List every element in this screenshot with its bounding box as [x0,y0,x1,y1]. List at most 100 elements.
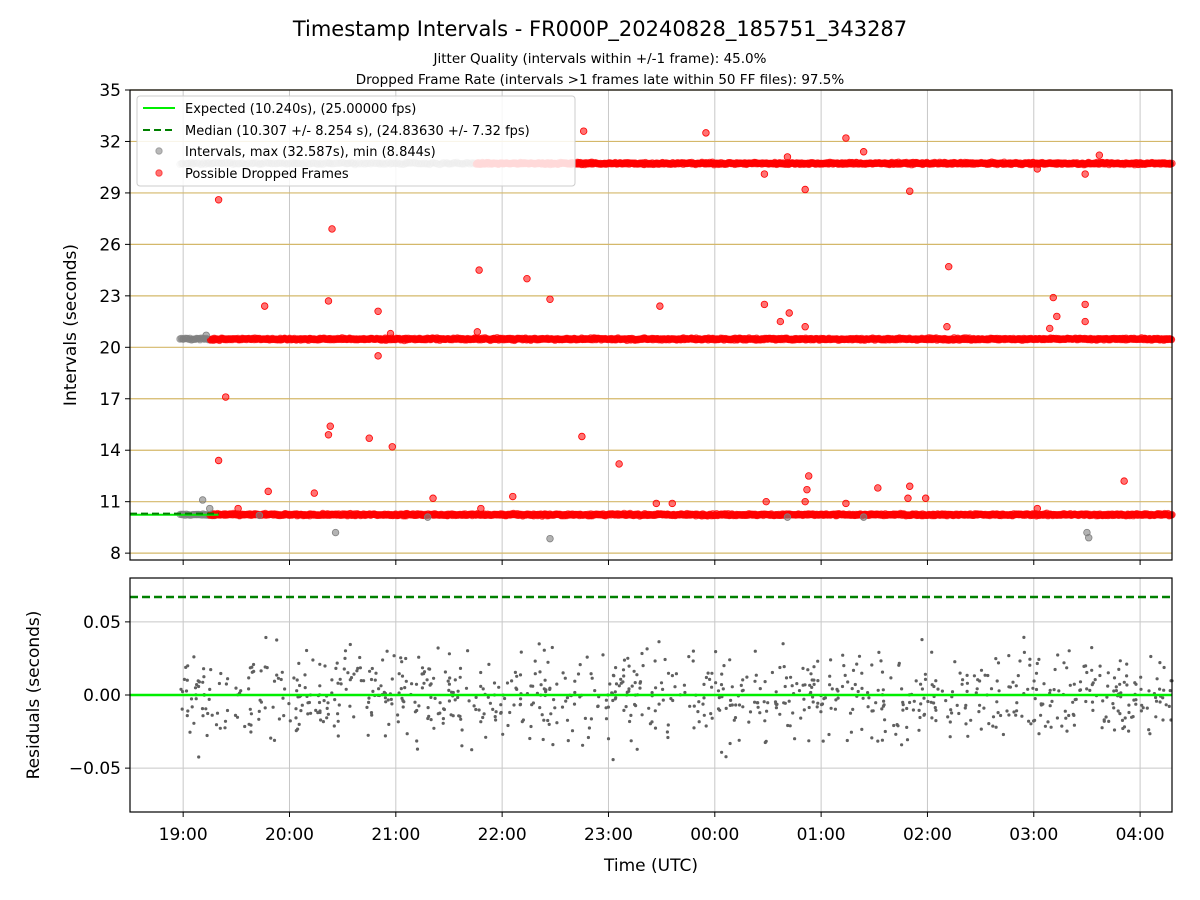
residual-point [843,673,847,678]
residual-point [728,741,732,746]
residual-point [1007,713,1011,717]
residual-point [292,676,296,680]
residual-point [964,703,968,708]
residual-point [770,670,775,675]
dropped-frame-point [783,153,792,161]
residual-point [470,748,474,752]
residual-point [1148,732,1152,736]
residual-point [653,709,657,713]
residual-point [816,659,820,663]
residual-point [303,673,307,677]
dropped-frame-point [214,456,223,465]
dropped-frame-point [374,307,382,315]
residual-point [724,706,728,711]
dropped-frame-point [842,134,850,142]
residuals-reference-lines [130,595,1172,697]
residual-point [611,758,615,762]
dropped-frame-point [702,129,710,137]
residual-point [544,688,548,692]
residual-point [957,711,961,716]
dropped-frame-point [1046,324,1054,333]
residual-point [673,685,677,689]
residual-point [390,702,394,706]
residual-point [820,702,825,706]
residual-point [1072,713,1076,718]
residual-point [932,701,936,705]
residual-point [1071,700,1075,704]
residual-point [1020,714,1024,718]
intervals-y-tick-label: 8 [110,544,121,564]
residual-point [1123,716,1127,720]
residual-point [295,678,299,682]
residual-point [570,729,575,733]
legend-intervals-marker [155,147,163,155]
residual-point [614,682,619,686]
residual-point [520,720,524,724]
residual-point [747,720,751,724]
residual-point [578,663,582,667]
residual-point [432,726,436,730]
residual-point [208,687,212,692]
residual-point [448,676,452,680]
residual-point [657,640,661,644]
legend-expected-label: Expected (10.240s), (25.00000 fps) [185,102,416,117]
legend-dropped-marker [155,169,163,177]
residual-point [1121,726,1125,731]
residual-point [497,685,501,689]
dropped-frame-point [921,494,930,502]
residual-point [821,739,825,743]
residual-point [860,671,864,675]
residual-point [553,706,557,710]
dropped-frame-point [429,494,437,502]
residual-point [280,670,284,674]
residual-point [1037,732,1041,736]
residual-point [926,699,930,704]
residual-point [958,671,962,675]
residual-point [1158,661,1162,665]
residual-point [338,677,342,681]
residual-point [955,703,959,708]
residual-point [385,649,389,653]
residual-point [653,726,658,730]
residual-point [606,737,611,741]
residual-point [392,654,396,658]
residual-point [396,720,400,724]
residual-point [501,732,505,736]
residual-point [365,705,369,710]
residual-point [930,716,934,720]
residual-point [849,730,854,734]
residual-point [206,711,210,716]
residual-point [433,696,437,701]
intervals-y-axis-label: Intervals (seconds) [61,244,81,406]
residual-point [1120,718,1125,723]
residual-point [248,707,252,711]
residual-point [334,666,338,671]
residual-point [1098,664,1102,668]
residual-point [612,674,616,678]
residual-point [728,703,732,708]
residual-point [590,676,594,680]
residual-point [269,736,273,740]
residual-point [186,709,190,713]
residual-point [1007,654,1011,658]
residual-point [704,675,709,680]
residual-point [1074,697,1078,702]
residual-point [647,706,651,710]
residual-point [529,724,533,729]
residuals-y-tick-label: 0.00 [83,686,121,706]
residual-point [425,678,429,682]
residuals-y-axis-label: Residuals (seconds) [24,611,44,780]
residual-point [601,653,605,657]
residual-point [918,715,922,720]
residual-point [1001,732,1006,737]
residual-point [626,656,630,660]
residual-point [613,697,617,701]
residual-point [538,670,542,674]
residual-point [790,684,794,688]
residual-point [576,672,581,676]
residual-point [563,676,567,680]
residual-point [640,651,644,656]
dropped-frame-point [760,300,769,309]
residual-point [1062,661,1066,665]
residual-point [404,679,408,683]
